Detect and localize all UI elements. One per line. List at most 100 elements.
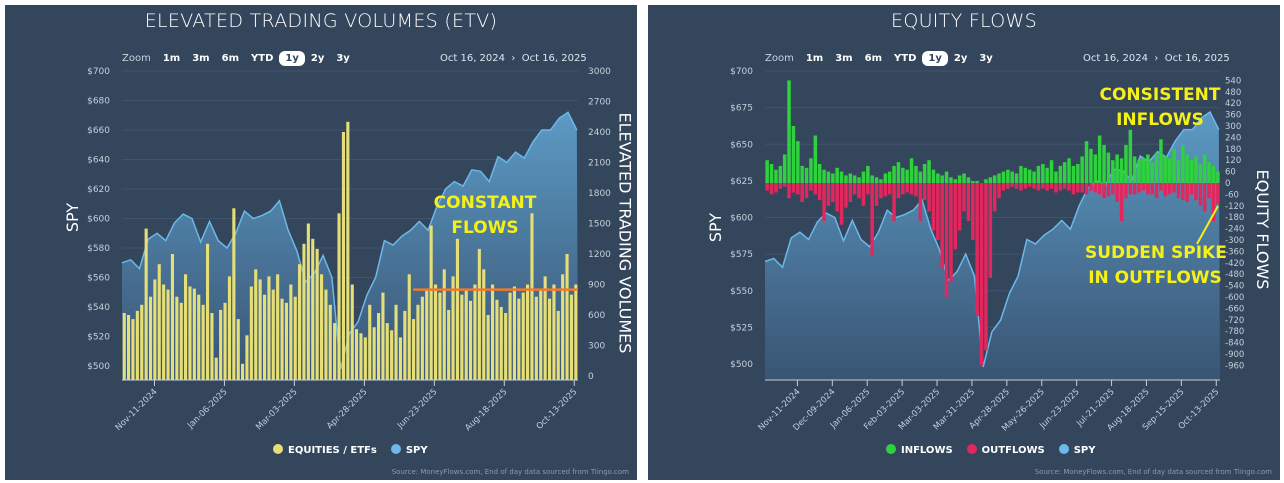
- annotation-consistent-inflows: CONSISTENT INFLOWS: [1095, 83, 1225, 133]
- date-to[interactable]: Oct 16, 2025: [1164, 53, 1230, 64]
- zoom-2y-button[interactable]: 2y: [953, 53, 968, 64]
- outflow-bar: [1124, 183, 1128, 199]
- annotation-line: SUDDEN SPIKE: [1085, 243, 1227, 263]
- volume-bar: [508, 292, 512, 380]
- inflow-bar: [1019, 165, 1023, 183]
- outflow-bar: [1054, 183, 1058, 193]
- inflow-bar: [918, 171, 923, 183]
- inflow-bar: [1132, 156, 1137, 183]
- outflow-bar: [1036, 183, 1041, 191]
- legend-item-spy[interactable]: SPY: [390, 444, 428, 456]
- y2-tick-label: 360: [1225, 111, 1241, 121]
- zoom-ytd-button[interactable]: YTD: [251, 53, 274, 64]
- legend-item-spy[interactable]: SPY: [1058, 444, 1095, 456]
- legend-label: OUTFLOWS: [981, 445, 1045, 456]
- outflow-bar: [1159, 183, 1163, 191]
- annotation-line: INFLOWS: [1116, 110, 1204, 130]
- date-to[interactable]: Oct 16, 2025: [521, 53, 587, 64]
- inflow-bar: [1198, 164, 1203, 183]
- outflow-bar: [1058, 183, 1063, 191]
- zoom-3m-button[interactable]: 3m: [192, 53, 210, 64]
- inflow-bar: [1189, 160, 1194, 183]
- inflow-bar: [879, 179, 883, 183]
- y-tick-label: $625: [730, 177, 753, 187]
- volume-bar: [166, 289, 170, 380]
- zoom-ytd-button[interactable]: YTD: [894, 53, 917, 64]
- zoom-3y-button[interactable]: 3y: [979, 53, 993, 64]
- inflow-bar: [813, 135, 818, 183]
- legend-item-outflows[interactable]: OUTFLOWS: [966, 444, 1045, 456]
- zoom-bar: Zoom 1m 3m 6m YTD 1y 2y 3y: [759, 51, 999, 66]
- inflow-bar: [966, 177, 971, 183]
- volume-bar: [302, 243, 306, 380]
- outflow-bar: [831, 183, 835, 202]
- y2-tick-label: -660: [1225, 304, 1244, 314]
- y-tick-label: $600: [730, 214, 753, 224]
- inflow-bar: [1128, 129, 1133, 183]
- outflow-bar: [1084, 183, 1089, 195]
- volume-bar: [131, 319, 135, 380]
- zoom-6m-button[interactable]: 6m: [864, 53, 882, 64]
- zoom-2y-button[interactable]: 2y: [310, 53, 325, 64]
- legend-label: INFLOWS: [901, 445, 953, 456]
- y2-tick-label: 120: [1225, 156, 1241, 166]
- outflow-bar: [782, 183, 787, 187]
- zoom-1m-button[interactable]: 1m: [162, 53, 181, 64]
- inflow-bar: [1058, 165, 1063, 183]
- inflow-bar: [1172, 148, 1176, 183]
- date-from[interactable]: Oct 16, 2024: [440, 53, 505, 64]
- volume-bar: [368, 304, 372, 380]
- y2-tick-label: 480: [1225, 88, 1241, 98]
- inflow-bar: [787, 80, 791, 183]
- outflow-bar: [1041, 183, 1045, 189]
- inflow-bar: [901, 167, 905, 183]
- inflow-bar: [1049, 160, 1054, 183]
- y2-tick-label: 0: [588, 372, 594, 382]
- zoom-3y-button[interactable]: 3y: [336, 53, 350, 64]
- y-tick-label: $580: [87, 244, 110, 254]
- y2-tick-label: -60: [1225, 190, 1239, 200]
- volume-bar: [346, 121, 350, 381]
- legend-item-equities[interactable]: EQUITIES / ETFs: [273, 444, 377, 456]
- date-from[interactable]: Oct 16, 2024: [1083, 53, 1148, 64]
- outflow-bar: [1097, 183, 1102, 195]
- outflow-bar: [857, 183, 861, 199]
- volume-bar: [556, 310, 560, 380]
- volume-bar: [341, 132, 345, 380]
- inflow-bar: [1084, 141, 1089, 183]
- annotation-sudden-spike: SUDDEN SPIKE IN OUTFLOWS: [1085, 241, 1227, 291]
- zoom-1m-button[interactable]: 1m: [805, 53, 824, 64]
- volume-bar: [385, 323, 389, 380]
- volume-bar: [350, 284, 354, 380]
- outflow-bar: [940, 183, 944, 269]
- zoom-3m-button[interactable]: 3m: [835, 53, 853, 64]
- volume-bar: [565, 254, 569, 380]
- volume-bar: [298, 264, 302, 380]
- inflow-bar: [1211, 165, 1216, 183]
- outflow-bar: [826, 183, 831, 206]
- outflow-bar: [944, 183, 949, 297]
- inflow-bar: [1167, 158, 1172, 183]
- inflow-bar: [1141, 158, 1146, 183]
- inflow-bar: [826, 171, 831, 183]
- volume-bar: [363, 337, 367, 380]
- outflow-bar: [1181, 183, 1185, 201]
- inflow-bar: [1216, 171, 1220, 183]
- outflow-bar: [1106, 183, 1111, 197]
- zoom-1y-button[interactable]: 1y: [922, 51, 948, 66]
- zoom-1y-button[interactable]: 1y: [279, 51, 305, 66]
- volume-bar: [504, 313, 508, 380]
- volume-bar: [140, 304, 144, 380]
- annotation-pointer-line: [1196, 205, 1219, 245]
- inflow-bar: [1137, 160, 1141, 183]
- legend-item-inflows[interactable]: INFLOWS: [886, 444, 953, 456]
- volume-bar: [267, 276, 271, 380]
- volume-bar: [197, 294, 201, 380]
- inflow-bar: [774, 169, 778, 183]
- volume-bar: [574, 284, 578, 380]
- inflow-bar: [927, 160, 931, 183]
- x-tick-label: Apr-28-2025: [325, 387, 369, 431]
- outflow-bar: [1115, 183, 1119, 202]
- y2-tick-label: -420: [1225, 259, 1244, 269]
- zoom-6m-button[interactable]: 6m: [221, 53, 239, 64]
